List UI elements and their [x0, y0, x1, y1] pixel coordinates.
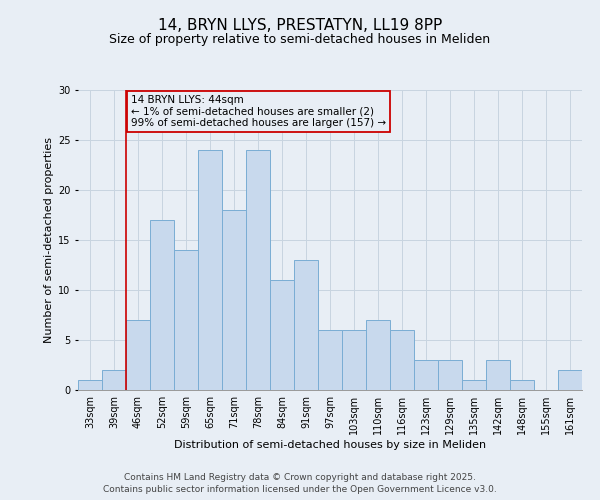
- Bar: [78, 380, 102, 390]
- Text: Contains HM Land Registry data © Crown copyright and database right 2025.
Contai: Contains HM Land Registry data © Crown c…: [103, 472, 497, 494]
- Text: 14 BRYN LLYS: 44sqm
← 1% of semi-detached houses are smaller (2)
99% of semi-det: 14 BRYN LLYS: 44sqm ← 1% of semi-detache…: [131, 95, 386, 128]
- Bar: [270, 280, 294, 390]
- Bar: [510, 380, 534, 390]
- Bar: [150, 220, 174, 390]
- Text: 14, BRYN LLYS, PRESTATYN, LL19 8PP: 14, BRYN LLYS, PRESTATYN, LL19 8PP: [158, 18, 442, 32]
- Bar: [126, 320, 150, 390]
- Text: Size of property relative to semi-detached houses in Meliden: Size of property relative to semi-detach…: [109, 32, 491, 46]
- Bar: [246, 150, 270, 390]
- Bar: [294, 260, 318, 390]
- Bar: [222, 210, 246, 390]
- Bar: [366, 320, 390, 390]
- Bar: [318, 330, 342, 390]
- Bar: [390, 330, 414, 390]
- Y-axis label: Number of semi-detached properties: Number of semi-detached properties: [44, 137, 53, 343]
- Bar: [198, 150, 222, 390]
- Bar: [174, 250, 198, 390]
- Bar: [438, 360, 462, 390]
- X-axis label: Distribution of semi-detached houses by size in Meliden: Distribution of semi-detached houses by …: [174, 440, 486, 450]
- Bar: [102, 370, 126, 390]
- Bar: [462, 380, 486, 390]
- Bar: [342, 330, 366, 390]
- Bar: [414, 360, 438, 390]
- Bar: [486, 360, 510, 390]
- Bar: [558, 370, 582, 390]
